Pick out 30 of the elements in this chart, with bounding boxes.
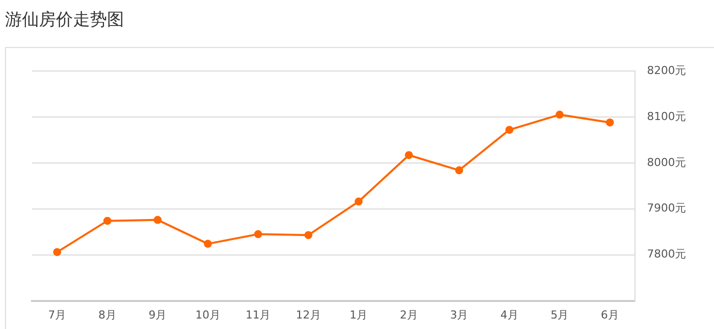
x-tick-label: 10月 xyxy=(195,308,220,322)
y-tick-label: 8100元 xyxy=(647,110,686,123)
y-tick-label: 8200元 xyxy=(647,64,686,77)
y-tick-label: 8000元 xyxy=(647,156,686,169)
point xyxy=(505,126,514,134)
x-tick-label: 4月 xyxy=(500,308,518,322)
point xyxy=(455,166,464,174)
point xyxy=(254,230,262,238)
point xyxy=(556,110,564,119)
y-tick-label: 7900元 xyxy=(647,202,686,215)
point xyxy=(404,151,413,160)
x-tick-label: 12月 xyxy=(296,308,321,322)
point xyxy=(606,118,614,126)
x-tick-label: 9月 xyxy=(148,308,167,322)
x-tick-label: 8月 xyxy=(98,308,116,322)
point xyxy=(354,198,363,206)
x-tick-label: 2月 xyxy=(400,308,418,322)
x-tick-label: 6月 xyxy=(600,308,619,322)
x-tick-label: 3月 xyxy=(450,308,468,322)
point xyxy=(304,231,312,240)
x-tick-label: 5月 xyxy=(550,308,569,322)
x-tick-label: 7月 xyxy=(48,308,66,322)
point xyxy=(204,240,212,248)
x-tick-label: 1月 xyxy=(350,308,368,322)
y-tick-label: 7800元 xyxy=(647,248,686,261)
point xyxy=(154,216,162,224)
x-tick-label: 11月 xyxy=(246,308,271,322)
chart-title: 游仙房价走势图 xyxy=(5,9,124,31)
point xyxy=(103,216,112,225)
point xyxy=(53,248,62,256)
